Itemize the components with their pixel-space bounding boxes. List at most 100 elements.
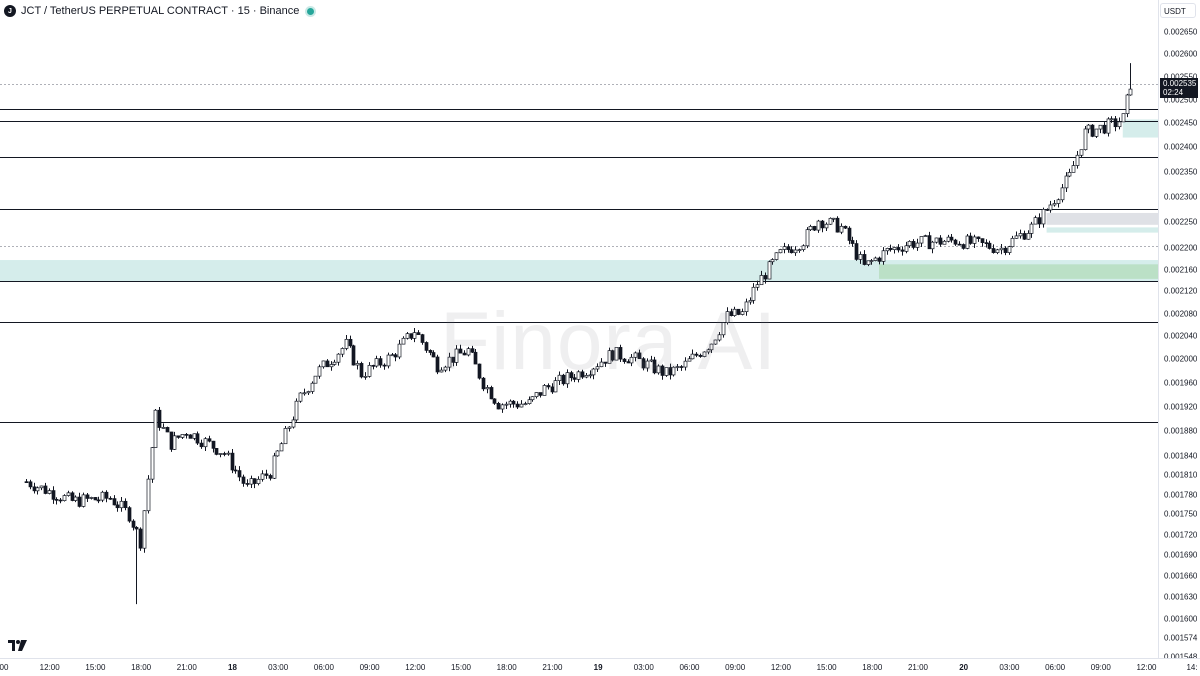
time-tick-label: 12:00 xyxy=(1136,663,1157,672)
candle-body-175 xyxy=(690,353,695,360)
candle-body-214 xyxy=(839,225,844,233)
candle-body-58 xyxy=(245,483,250,485)
candle-body-113 xyxy=(454,348,459,363)
candle-body-236 xyxy=(923,235,928,237)
candle-body-125 xyxy=(500,404,505,410)
price-tick-label: 0.001840 xyxy=(1164,451,1198,461)
price-tick-label: 0.002600 xyxy=(1164,49,1198,59)
candle-body-179 xyxy=(706,349,711,353)
candle-body-262 xyxy=(1022,233,1027,240)
candle-body-203 xyxy=(797,249,802,251)
candle-body-288 xyxy=(1121,113,1126,123)
currency-button[interactable]: USDT xyxy=(1160,3,1196,18)
time-tick-label: 12:00 xyxy=(770,663,791,672)
candle-body-232 xyxy=(907,241,912,247)
candle-body-267 xyxy=(1041,209,1046,225)
candle-body-254 xyxy=(991,248,996,253)
chart-canvas[interactable] xyxy=(0,0,1158,658)
candle-body-160 xyxy=(633,352,638,358)
candle-body-0 xyxy=(24,481,29,484)
candle-body-233 xyxy=(911,241,916,248)
time-tick-label: 18:00 xyxy=(496,663,517,672)
candle-body-165 xyxy=(652,359,657,374)
candle-body-104 xyxy=(420,334,425,343)
candle-body-67 xyxy=(279,443,284,452)
candle-body-31 xyxy=(142,510,147,549)
candle-body-121 xyxy=(485,387,490,390)
candle-body-199 xyxy=(782,246,787,250)
price-tick-label: 0.002400 xyxy=(1164,142,1198,152)
candle-body-205 xyxy=(805,229,810,247)
price-tick-label: 0.001750 xyxy=(1164,509,1198,519)
candle-body-120 xyxy=(481,377,486,390)
candle-body-176 xyxy=(694,353,699,356)
candle-body-103 xyxy=(416,332,421,335)
candle-body-237 xyxy=(927,235,932,250)
candle-body-225 xyxy=(881,250,886,262)
time-tick-label: 15:00 xyxy=(816,663,837,672)
candle-body-14 xyxy=(77,496,82,507)
price-tick-label: 0.002650 xyxy=(1164,27,1198,37)
candle-body-75 xyxy=(310,382,315,392)
candle-body-209 xyxy=(820,220,825,229)
candle-body-219 xyxy=(858,254,863,260)
candle-body-271 xyxy=(1056,199,1061,204)
candle-body-68 xyxy=(283,428,288,445)
candle-body-2 xyxy=(32,486,37,492)
chart-pane[interactable]: J JCT / TetherUS PERPETUAL CONTRACT · 15… xyxy=(0,0,1158,658)
candle-body-240 xyxy=(938,237,943,245)
candle-body-90 xyxy=(367,365,372,377)
price-tick-label: 0.001810 xyxy=(1164,470,1198,480)
candle-body-256 xyxy=(999,247,1004,251)
price-tick-label: 0.002350 xyxy=(1164,167,1198,177)
candle-body-222 xyxy=(869,260,874,262)
candle-body-12 xyxy=(70,492,75,501)
candle-body-3 xyxy=(35,487,40,492)
candle-body-289 xyxy=(1125,94,1130,114)
candle-body-76 xyxy=(313,375,318,384)
candle-body-181 xyxy=(713,339,718,345)
candle-body-226 xyxy=(885,247,890,252)
candle-body-36 xyxy=(161,427,166,429)
price-scale[interactable] xyxy=(1158,0,1200,658)
candle-body-258 xyxy=(1007,246,1012,253)
candle-body-147 xyxy=(584,375,589,378)
candle-body-285 xyxy=(1109,118,1114,121)
time-tick-label: 06:00 xyxy=(1045,663,1066,672)
candle-body-4 xyxy=(39,485,44,489)
price-tick-label: 0.001960 xyxy=(1164,378,1198,388)
candle-body-284 xyxy=(1106,118,1111,134)
bar-countdown: 02:24 xyxy=(1163,88,1184,98)
time-tick-label: 20 xyxy=(959,663,969,672)
candle-body-81 xyxy=(332,361,337,365)
candle-body-206 xyxy=(808,226,813,231)
candle-body-238 xyxy=(930,241,935,250)
symbol-header[interactable]: J JCT / TetherUS PERPETUAL CONTRACT · 15… xyxy=(4,4,315,18)
time-tick-label: 21:00 xyxy=(542,663,563,672)
candle-body-230 xyxy=(900,249,905,252)
symbol-title[interactable]: JCT / TetherUS PERPETUAL CONTRACT · 15 ·… xyxy=(21,5,300,17)
candle-body-100 xyxy=(405,333,410,339)
candle-body-145 xyxy=(576,371,581,380)
candle-body-155 xyxy=(614,347,619,361)
candle-body-71 xyxy=(294,400,299,421)
candle-body-235 xyxy=(919,236,924,244)
time-tick-label: 15:00 xyxy=(85,663,106,672)
candle-body-286 xyxy=(1113,118,1118,128)
candle-body-96 xyxy=(390,354,395,357)
candle-body-211 xyxy=(828,217,833,225)
price-tick-label: 0.002550 xyxy=(1164,72,1197,81)
candle-body-216 xyxy=(847,227,852,241)
candle-body-178 xyxy=(702,351,707,357)
price-tick-label: 0.001600 xyxy=(1164,614,1198,624)
candle-body-101 xyxy=(409,333,414,339)
candle-body-69 xyxy=(287,426,292,429)
candle-body-20 xyxy=(100,491,105,501)
tradingview-logo-icon[interactable] xyxy=(8,640,28,652)
candle-body-251 xyxy=(980,238,985,243)
price-tick-label: 0.001660 xyxy=(1164,571,1198,581)
time-scale[interactable] xyxy=(0,658,1200,676)
candle-body-136 xyxy=(542,385,547,396)
candle-body-197 xyxy=(774,252,779,260)
candle-body-82 xyxy=(336,353,341,363)
